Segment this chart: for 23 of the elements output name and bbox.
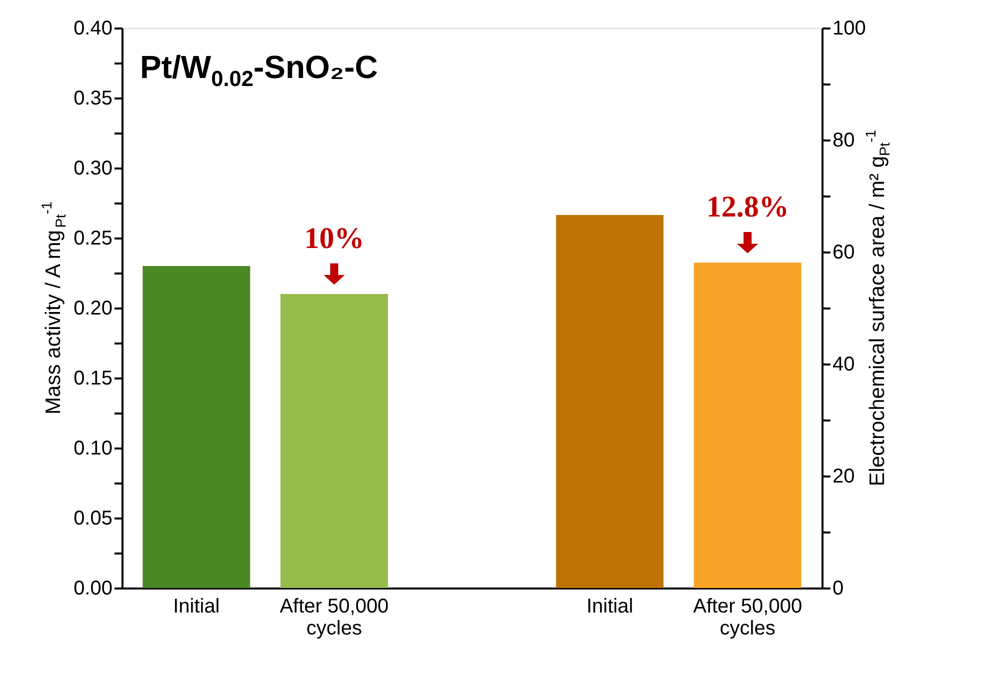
y-tick-label: 0.20 [74,298,112,320]
y-tick-label: 0.40 [74,18,112,40]
y2-tick-label: 0 [832,578,844,600]
y2-tick-label: 100 [832,18,866,40]
y-tick-label: 0.25 [74,228,112,250]
y-tick-label: 0.35 [74,88,112,110]
x-tick-label: After 50,000 cycles [693,596,802,640]
y2-tick-label: 60 [832,242,855,264]
x-tick-label: Initial [173,596,220,618]
x-tick-label: After 50,000 cycles [280,596,389,640]
annotation: 12.8% [706,190,789,224]
y2-tick-label: 20 [832,466,855,488]
y-tick-label: 0.00 [74,578,112,600]
y-tick-label: 0.15 [74,368,112,390]
y-tick-label: 0.10 [74,438,112,460]
y2-tick-label: 40 [832,354,855,376]
y-axis-title: Mass activity / A mgPt-1 [40,201,70,414]
x-tick-label: Initial [586,596,634,618]
y-tick-label: 0.05 [74,508,112,530]
y2-tick-label: 80 [832,130,855,152]
y2-axis-title: Electrochemical surface area / m² gPt-1 [864,130,894,486]
annotation: 10% [304,222,364,255]
y-tick-label: 0.30 [74,158,112,180]
